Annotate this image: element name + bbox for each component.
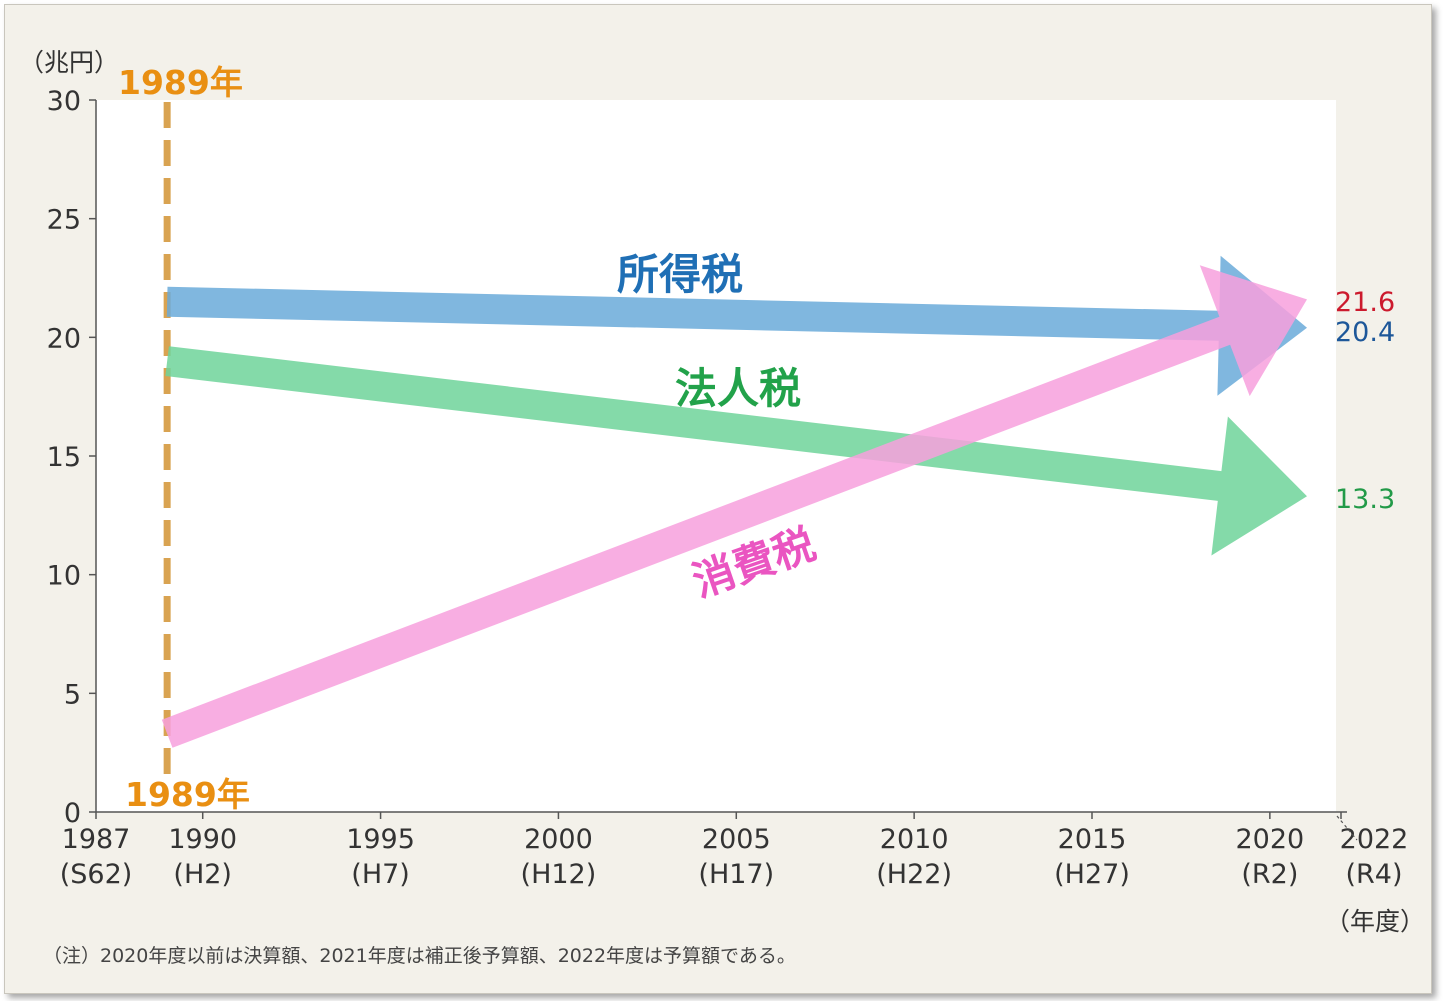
y-tick-label: 25	[47, 205, 81, 236]
x-tick-era: (H27)	[1054, 859, 1130, 890]
x-tick-era: (R4)	[1345, 859, 1402, 890]
x-tick-year: 2005	[702, 824, 771, 855]
series-label-1: 法人税	[675, 364, 801, 413]
y-tick-label: 10	[47, 561, 81, 592]
x-tick-era: (H17)	[698, 859, 774, 890]
x-tick-era: (H12)	[521, 859, 597, 890]
x-axis-unit: （年度）	[1325, 907, 1425, 936]
x-tick-era: (H7)	[351, 859, 410, 890]
chart: 0 5 10 15 20 25 30 1987 (S62) 1990 (H2) 1995 (H7) 200…	[19, 48, 1425, 967]
x-tick-year: 2000	[524, 824, 593, 855]
year-marker-label-bottom: 1989年	[125, 775, 250, 814]
y-tick-label: 15	[47, 442, 81, 473]
x-tick-year: 1990	[168, 824, 237, 855]
year-marker-label-top: 1989年	[118, 63, 243, 102]
x-tick-year: 2022	[1340, 824, 1409, 855]
x-tick-year: 2010	[880, 824, 949, 855]
series-arrow-1	[165, 346, 1307, 556]
x-tick-era: (H22)	[876, 859, 952, 890]
footnote: （注）2020年度以前は決算額、2021年度は補正後予算額、2022年度は予算額…	[43, 945, 796, 967]
leader-line-2022	[1336, 815, 1358, 841]
x-tick-year: 1987	[62, 824, 131, 855]
series-end-value-2: 21.6	[1335, 287, 1395, 318]
x-tick-era: (R2)	[1241, 859, 1298, 890]
y-tick-label: 5	[64, 679, 81, 710]
x-tick-era: (H2)	[173, 859, 232, 890]
y-axis-unit: （兆円）	[19, 48, 119, 77]
x-tick-era: (S62)	[60, 859, 133, 890]
chart-frame: 0 5 10 15 20 25 30 1987 (S62) 1990 (H2) 1995 (H7) 200…	[4, 4, 1432, 994]
y-tick-label: 20	[47, 323, 81, 354]
x-tick-year: 2015	[1058, 824, 1127, 855]
y-tick-label: 30	[47, 86, 81, 117]
x-tick-year: 1995	[346, 824, 415, 855]
series-arrow-0	[166, 255, 1307, 396]
y-tick-label: 0	[64, 798, 81, 829]
series-end-value-0: 20.4	[1335, 317, 1395, 348]
series-end-value-1: 13.3	[1335, 484, 1395, 515]
x-tick-year: 2020	[1235, 824, 1304, 855]
series-arrow-2	[161, 265, 1307, 748]
series-label-0: 所得税	[617, 250, 743, 299]
